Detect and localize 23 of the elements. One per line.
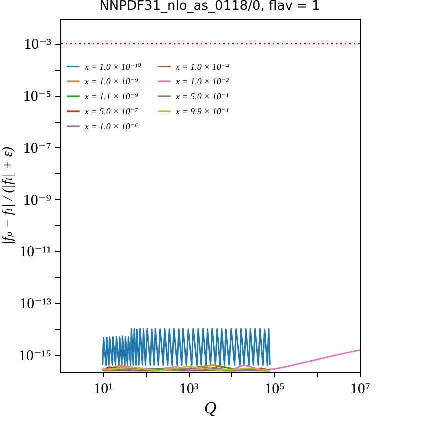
legend-label: x = 5.0 × 10⁻⁷	[84, 106, 138, 116]
legend-label: x = 5.0 × 10⁻¹	[175, 92, 230, 102]
x-axis-title: Q	[204, 398, 217, 418]
y-tick-label: 10⁻⁵	[23, 89, 52, 106]
legend-label: x = 1.0 × 10⁻⁹	[84, 76, 138, 86]
legend-label: x = 1.0 × 10⁻⁶	[84, 122, 138, 132]
legend-label: x = 1.1 × 10⁻⁹	[84, 92, 138, 102]
legend-label: x = 1.0 × 10⁻⁴	[175, 62, 230, 72]
y-tick-label: 10⁻³	[24, 37, 52, 54]
chart-title: NNPDF31_nlo_as_0118/0, flav = 1	[100, 0, 320, 14]
x-tick-label: 10³	[179, 382, 200, 398]
y-tick-label: 10⁻¹¹	[20, 244, 52, 261]
x-tick-label: 10⁵	[264, 382, 285, 398]
legend-label: x = 1.0 × 10⁻¹⁰	[84, 62, 142, 72]
y-axis-title: |fₚ − fₗ| / (|fₗ| + ε)	[0, 146, 16, 246]
y-tick-label: 10⁻⁷	[23, 140, 52, 157]
legend-label: x = 1.0 × 10⁻²	[175, 76, 230, 86]
y-tick-label: 10⁻⁹	[23, 192, 52, 209]
x-tick-label: 10⁷	[350, 382, 371, 398]
y-tick-label: 10⁻¹⁵	[18, 348, 52, 364]
legend-label: x = 9.9 × 10⁻¹	[175, 106, 230, 116]
x-tick-label: 10¹	[94, 382, 114, 398]
y-tick-label: 10⁻¹³	[20, 296, 52, 313]
